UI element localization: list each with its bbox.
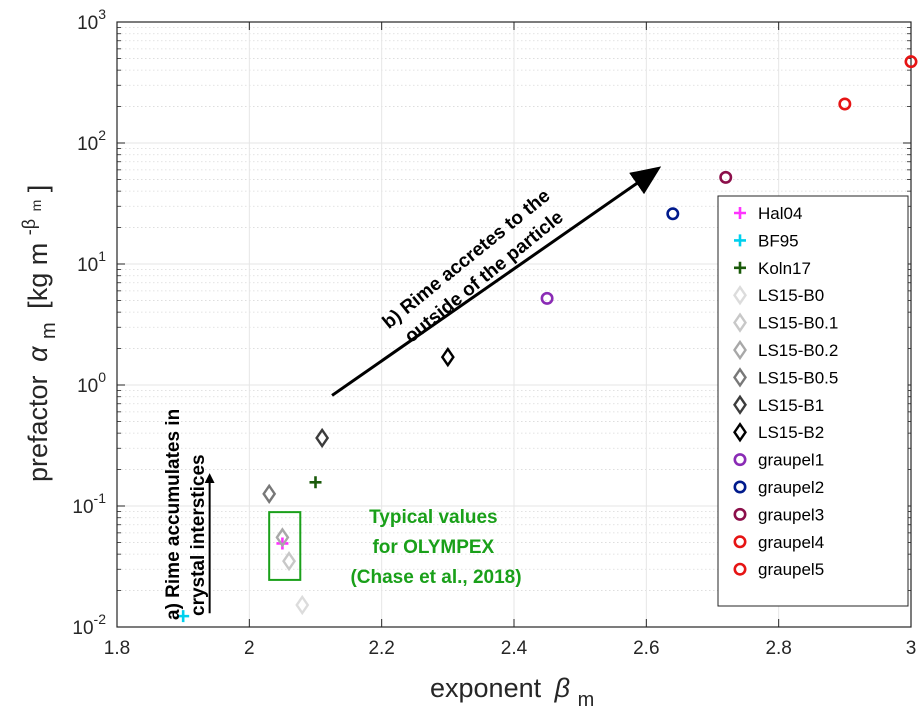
x-tick-label: 1.8	[104, 638, 130, 659]
y-tick-labels: 10-2 10-1 100 101 102 103	[72, 6, 106, 639]
x-tick-label: 3	[906, 638, 917, 659]
y-tick-label: 10-1	[72, 490, 106, 518]
x-tick-label: 2.6	[633, 638, 659, 659]
marker-graupel1	[540, 291, 554, 305]
legend-marker	[733, 507, 747, 521]
legend-label: Koln17	[758, 259, 811, 278]
legend-label: LS15-B0.2	[758, 341, 838, 360]
legend-marker	[734, 261, 746, 274]
legend-label: graupel4	[758, 533, 824, 552]
data-markers	[177, 55, 918, 623]
legend-label: graupel2	[758, 478, 824, 497]
x-tick-label: 2.8	[765, 638, 791, 659]
legend-marker	[733, 422, 747, 443]
legend-marker	[733, 480, 747, 494]
legend-label: graupel3	[758, 505, 824, 524]
marker-ls15-b0.1	[282, 551, 296, 572]
marker-ls15-b0.2	[275, 527, 290, 548]
arrow-rime-outside	[331, 166, 662, 397]
legend-label: Hal04	[758, 204, 802, 223]
marker-ls15-b0	[295, 594, 310, 616]
x-axis-label: exponent β m	[430, 673, 594, 711]
marker-graupel4	[838, 97, 852, 111]
typical-values-box	[268, 511, 302, 581]
y-tick-label: 101	[77, 248, 106, 276]
legend-marker	[733, 312, 747, 333]
legend: Hal04 BF95 Koln17 LS15-B0 LS15-B0.1 LS15-B0.2…	[733, 204, 838, 579]
y-tick-label: 102	[77, 127, 106, 155]
legend-marker	[734, 234, 746, 247]
marker-bf95	[177, 610, 190, 623]
legend-label: LS15-B1	[758, 396, 824, 415]
marker-ls15-b0.5	[262, 483, 277, 504]
legend-label: LS15-B0	[758, 286, 824, 305]
legend-label: graupel5	[758, 560, 824, 579]
annotation-arrows	[204, 166, 662, 614]
legend-marker	[733, 339, 747, 361]
marker-graupel2	[666, 207, 680, 221]
legend-label: BF95	[758, 231, 799, 250]
legend-marker	[733, 562, 747, 576]
marker-koln17	[309, 476, 322, 489]
legend-label: LS15-B0.1	[758, 314, 838, 333]
y-tick-label: 100	[77, 369, 106, 397]
legend-box	[717, 195, 909, 607]
legend-label: graupel1	[758, 451, 824, 470]
legend-label: LS15-B2	[758, 423, 824, 442]
annotation-typical-values: Typical values for OLYMPEX (Chase et al.…	[350, 507, 521, 588]
legend-marker	[733, 394, 747, 415]
marker-ls15-b2	[440, 346, 455, 368]
annotation-a: a) Rime accumulates in crystal interstic…	[163, 404, 209, 620]
x-tick-label: 2.2	[368, 638, 394, 659]
marker-ls15-b1	[315, 427, 330, 449]
y-axis-label: prefactor α m [kg m -β m ]	[11, 185, 61, 482]
x-tick-label: 2	[244, 638, 255, 659]
legend-marker	[733, 453, 747, 467]
legend-marker	[733, 285, 747, 306]
annotation-b: b) Rime accretes to the outside of the p…	[379, 182, 575, 353]
legend-marker	[734, 207, 746, 219]
y-tick-label: 10-2	[72, 611, 106, 639]
legend-marker	[733, 535, 747, 549]
x-tick-label: 2.4	[501, 638, 528, 659]
marker-graupel3	[719, 170, 733, 184]
legend-marker	[733, 367, 747, 388]
marker-graupel5	[904, 55, 918, 69]
y-tick-label: 103	[77, 6, 106, 34]
legend-label: LS15-B0.5	[758, 368, 838, 387]
x-tick-labels: 1.8 2 2.2 2.4 2.6 2.8 3	[104, 638, 917, 659]
